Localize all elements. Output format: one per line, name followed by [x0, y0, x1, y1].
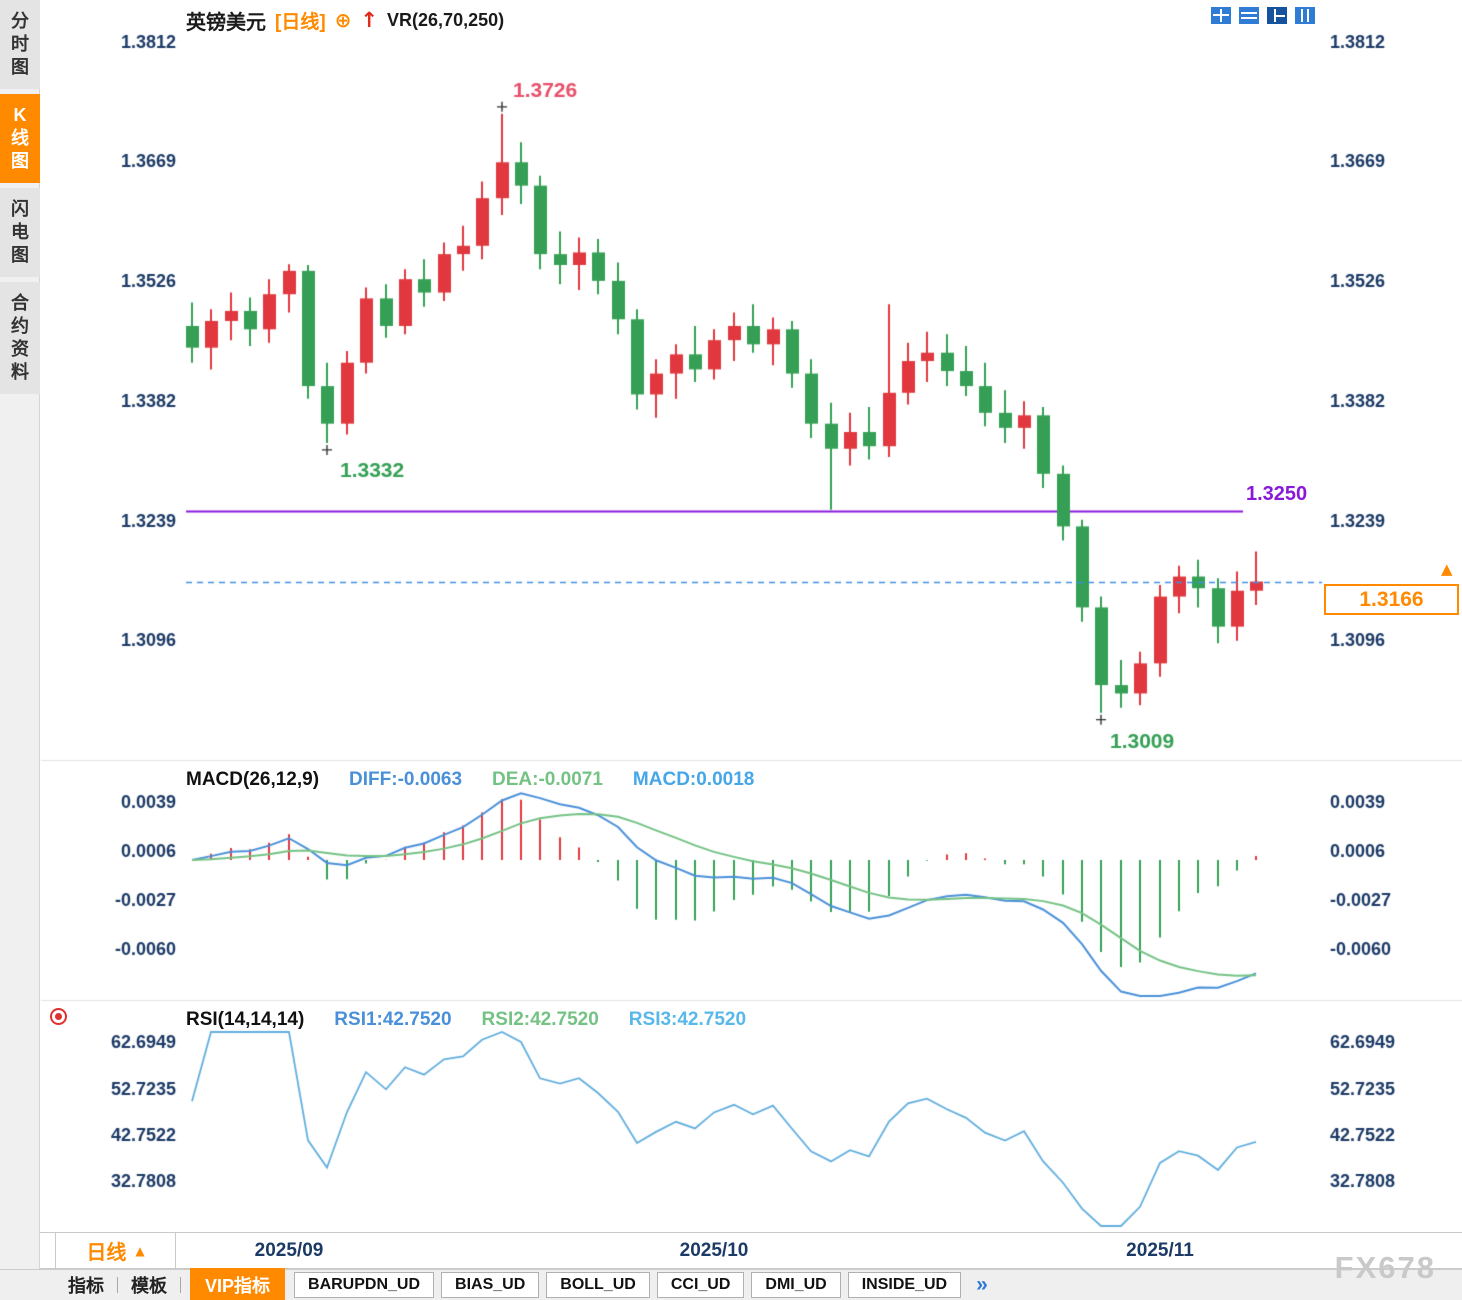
columns-layout-icon[interactable]	[1295, 7, 1315, 24]
price-marker-icon: ▲	[1441, 560, 1453, 578]
rsi-header: RSI(14,14,14) RSI1:42.7520 RSI2:42.7520 …	[186, 1009, 746, 1031]
sidebar-tab-timeshare[interactable]: 分时图	[0, 0, 40, 89]
tab-inside-ud[interactable]: INSIDE_UD	[847, 1272, 962, 1298]
divider	[180, 1277, 181, 1293]
macd-hist-value: MACD:0.0018	[632, 769, 755, 790]
macd-title: MACD(26,12,9)	[186, 769, 320, 790]
tab-dmi-ud[interactable]: DMI_UD	[751, 1272, 841, 1298]
rows-layout-icon[interactable]	[1239, 7, 1259, 24]
left-sidebar: 分时图 K线图 闪电图 合约资料	[0, 0, 40, 1269]
rsi3-value: RSI3:42.7520	[628, 1009, 747, 1030]
split-layout-icon[interactable]	[1267, 7, 1287, 24]
bottom-tab-bar: 指标 模板 VIP指标 BARUPDN_UD BIAS_UD BOLL_UD C…	[0, 1268, 1462, 1300]
sidebar-tab-kline[interactable]: K线图	[0, 94, 40, 183]
resistance-level-label: 1.3250	[1246, 483, 1308, 505]
layout-icon-group	[1211, 7, 1315, 24]
x-tick-label: 2025/09	[254, 1240, 324, 1261]
tab-vip-indicators[interactable]: VIP指标	[190, 1268, 286, 1300]
indicator-settings-icon[interactable]	[50, 1008, 67, 1025]
period-selector[interactable]: 日线 ▲	[55, 1233, 176, 1268]
add-indicator-icon[interactable]: ⊕	[334, 8, 352, 32]
rsi1-value: RSI1:42.7520	[334, 1009, 452, 1030]
tab-barupdn-ud[interactable]: BARUPDN_UD	[294, 1272, 435, 1298]
current-price-tag: 1.3166	[1324, 584, 1459, 615]
fx678-watermark: FX678	[1334, 1250, 1436, 1285]
sidebar-tab-lightning[interactable]: 闪电图	[0, 188, 40, 277]
tab-indicators[interactable]: 指标	[68, 1276, 104, 1296]
macd-diff-value: DIFF:-0.0063	[349, 769, 463, 790]
symbol-name: 英镑美元	[186, 11, 266, 34]
up-arrow-icon: ↑	[360, 8, 379, 32]
tab-boll-ud[interactable]: BOLL_UD	[546, 1272, 650, 1298]
macd-header: MACD(26,12,9) DIFF:-0.0063 DEA:-0.0071 M…	[186, 769, 754, 791]
divider	[117, 1277, 118, 1293]
period-selector-arrow-icon: ▲	[135, 1243, 145, 1258]
chart-title-bar: 英镑美元 [日线] ⊕ ↑ VR(26,70,250)	[186, 6, 504, 34]
macd-dea-value: DEA:-0.0071	[492, 769, 603, 790]
rsi2-value: RSI2:42.7520	[481, 1009, 599, 1030]
tab-cci-ud[interactable]: CCI_UD	[656, 1272, 745, 1298]
time-axis: 日线 ▲ 2025/09 2025/10 2025/11	[0, 1232, 1462, 1269]
x-tick-label: 2025/11	[1126, 1240, 1194, 1261]
tab-templates[interactable]: 模板	[131, 1276, 167, 1296]
quad-layout-icon[interactable]	[1211, 7, 1231, 24]
sidebar-tab-contract-info[interactable]: 合约资料	[0, 282, 40, 394]
rsi-title: RSI(14,14,14)	[186, 1009, 305, 1030]
period-label[interactable]: [日线]	[275, 11, 326, 33]
more-tabs-chevron-icon[interactable]: »	[976, 1273, 988, 1296]
x-tick-label: 2025/10	[679, 1240, 749, 1261]
tab-bias-ud[interactable]: BIAS_UD	[441, 1272, 540, 1298]
period-selector-label: 日线	[86, 1242, 127, 1264]
vr-indicator-label: VR(26,70,250)	[387, 9, 505, 30]
